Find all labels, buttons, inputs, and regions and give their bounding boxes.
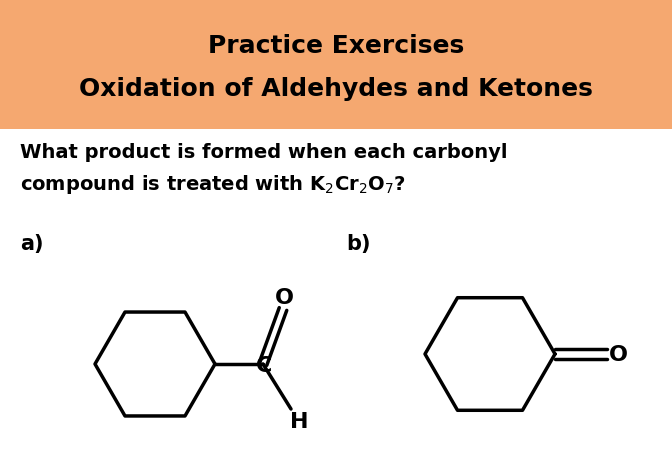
Text: compound is treated with K$_2$Cr$_2$O$_7$?: compound is treated with K$_2$Cr$_2$O$_7… [20, 173, 406, 196]
Text: Practice Exercises: Practice Exercises [208, 34, 464, 57]
Text: b): b) [346, 233, 370, 253]
Bar [0, 0, 672, 130]
Text: a): a) [20, 233, 44, 253]
Text: H: H [290, 411, 308, 431]
Text: O: O [609, 344, 628, 364]
Text: O: O [274, 288, 294, 307]
Text: C: C [256, 355, 272, 375]
Text: Oxidation of Aldehydes and Ketones: Oxidation of Aldehydes and Ketones [79, 77, 593, 101]
Text: What product is formed when each carbonyl: What product is formed when each carbony… [20, 143, 507, 162]
